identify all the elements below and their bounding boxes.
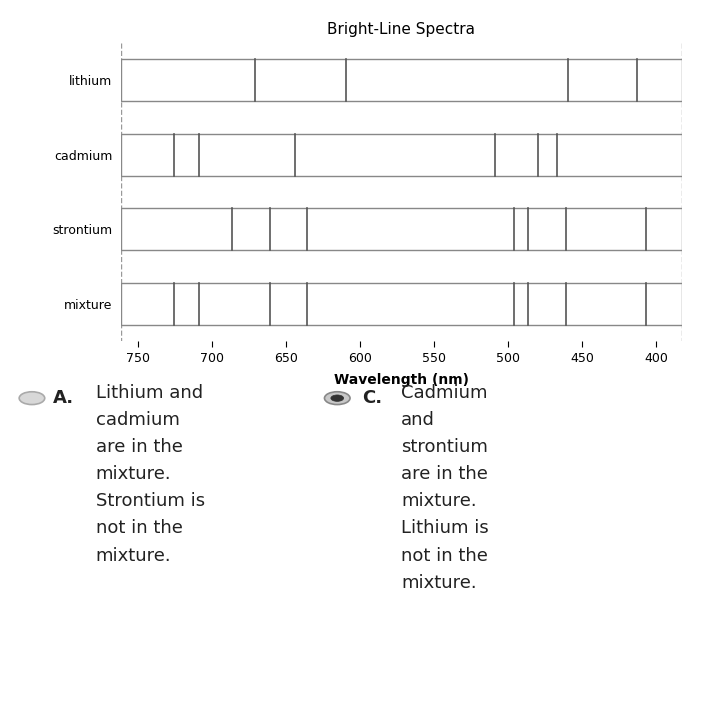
Bar [121, 59, 682, 101]
Bar [121, 208, 682, 250]
Bar [121, 134, 682, 176]
Title: Bright-Line Spectra: Bright-Line Spectra [327, 22, 475, 37]
Bar [121, 283, 682, 325]
Circle shape [324, 392, 350, 405]
Text: Cadmium
and
strontium
are in the
mixture.
Lithium is
not in the
mixture.: Cadmium and strontium are in the mixture… [401, 384, 489, 592]
Circle shape [19, 392, 45, 405]
Text: C.: C. [362, 389, 382, 407]
Text: A.: A. [53, 389, 75, 407]
X-axis label: Wavelength (nm): Wavelength (nm) [334, 373, 469, 387]
Text: Lithium and
cadmium
are in the
mixture.
Strontium is
not in the
mixture.: Lithium and cadmium are in the mixture. … [96, 384, 205, 565]
Circle shape [331, 395, 344, 401]
